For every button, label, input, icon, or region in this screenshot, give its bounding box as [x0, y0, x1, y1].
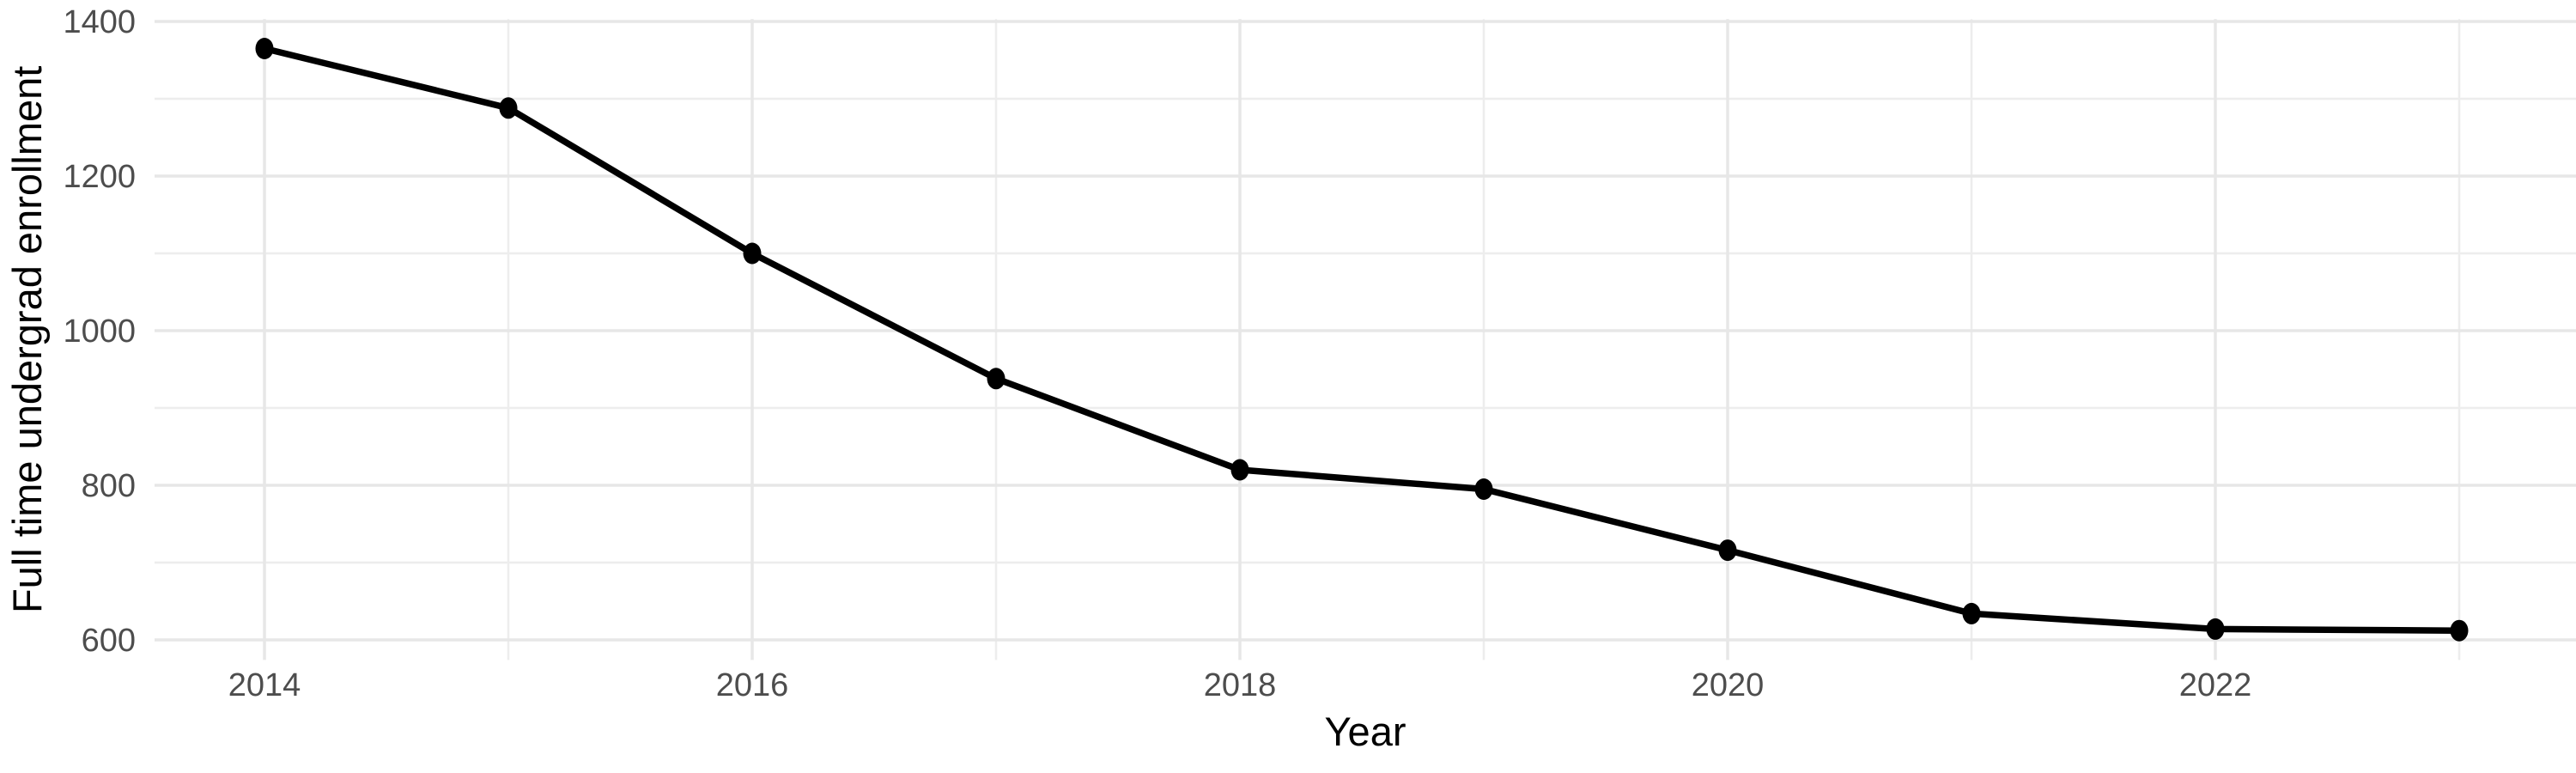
x-tick-label: 2018	[1204, 667, 1277, 703]
minor-gridlines	[155, 19, 2576, 660]
axis-titles: Year Full time undergrad enrollment	[4, 66, 1406, 754]
data-series-layer	[255, 38, 2469, 642]
y-tick-label: 1200	[63, 159, 136, 195]
data-point-2023	[2450, 619, 2469, 642]
data-point-2019	[1474, 478, 1493, 500]
data-point-2017	[987, 368, 1005, 390]
data-point-2016	[743, 242, 762, 265]
enrollment-trend-line	[264, 45, 2460, 634]
y-tick-label: 1400	[63, 4, 136, 40]
x-tick-label: 2014	[228, 667, 301, 703]
data-point-2018	[1230, 459, 1249, 481]
x-tick-label: 2020	[1692, 667, 1765, 703]
data-point-2021	[1962, 602, 1981, 624]
x-tick-label: 2016	[716, 667, 789, 703]
y-tick-label: 800	[82, 468, 136, 504]
x-tick-label: 2022	[2179, 667, 2252, 703]
y-axis-title: Full time undergrad enrollment	[4, 66, 50, 613]
axis-tick-labels: 600 800 1000 1200 1400 2014 2016 2018 2020 2022	[63, 4, 2251, 703]
data-point-2015	[499, 97, 518, 119]
x-axis-title: Year	[1325, 709, 1406, 754]
data-point-2014	[255, 38, 274, 59]
major-gridlines	[155, 19, 2576, 660]
data-point-2022	[2206, 618, 2225, 640]
y-tick-label: 1000	[63, 313, 136, 350]
y-tick-label: 600	[82, 623, 136, 659]
data-point-2020	[1718, 539, 1737, 562]
